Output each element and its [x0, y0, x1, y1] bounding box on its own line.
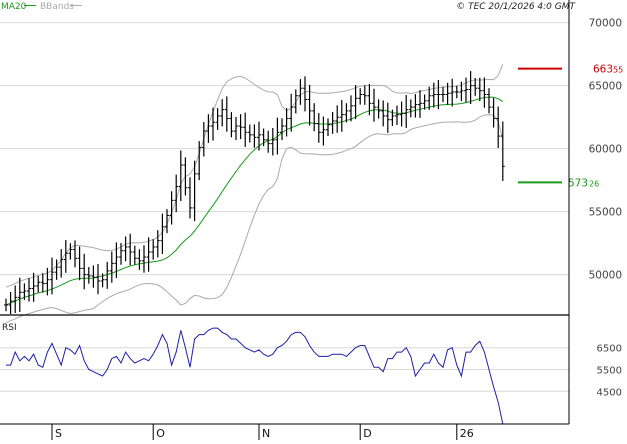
- x-tick-label: D: [363, 427, 371, 440]
- resistance-label-suffix: 55: [613, 66, 623, 75]
- rsi-line: [6, 327, 504, 425]
- bbands-lower-line: [5, 114, 504, 324]
- price-y-tick-label: 55000: [589, 207, 622, 219]
- price-y-tick-label: 50000: [589, 270, 622, 282]
- support-label: 573: [568, 177, 588, 189]
- x-tick-label: N: [262, 427, 270, 440]
- price-y-tick-label: 60000: [589, 144, 622, 156]
- price-bars: [4, 71, 505, 314]
- price-y-tick-label: 65000: [589, 81, 622, 93]
- rsi-y-tick-label: 5500: [597, 366, 622, 377]
- resistance-label: 663: [593, 64, 613, 76]
- x-tick-label: S: [55, 427, 62, 440]
- price-y-tick-labels: 50000 55000 60000 65000 70000: [589, 18, 622, 282]
- x-tick-label: O: [156, 427, 165, 440]
- rsi-y-tick-label: 6500: [597, 344, 622, 355]
- support-resistance-levels: 663 55 573 26: [518, 64, 623, 189]
- x-tick-label: 26: [460, 427, 474, 440]
- x-tick-labels: S O N D 26: [51, 424, 474, 440]
- rsi-y-tick-labels: 4500 5500 6500: [597, 344, 622, 399]
- legend-ma20-label: MA20: [1, 2, 27, 12]
- legend-bbands-label: BBands: [40, 2, 74, 12]
- rsi-path: [6, 327, 504, 425]
- rsi-y-tick-label: 4500: [597, 387, 622, 398]
- rsi-title: RSI: [2, 323, 17, 333]
- copyright-text: © TEC 20/1/2026 4:0 GMT: [456, 2, 576, 12]
- support-label-suffix: 26: [589, 179, 599, 188]
- price-y-tick-label: 70000: [589, 18, 622, 30]
